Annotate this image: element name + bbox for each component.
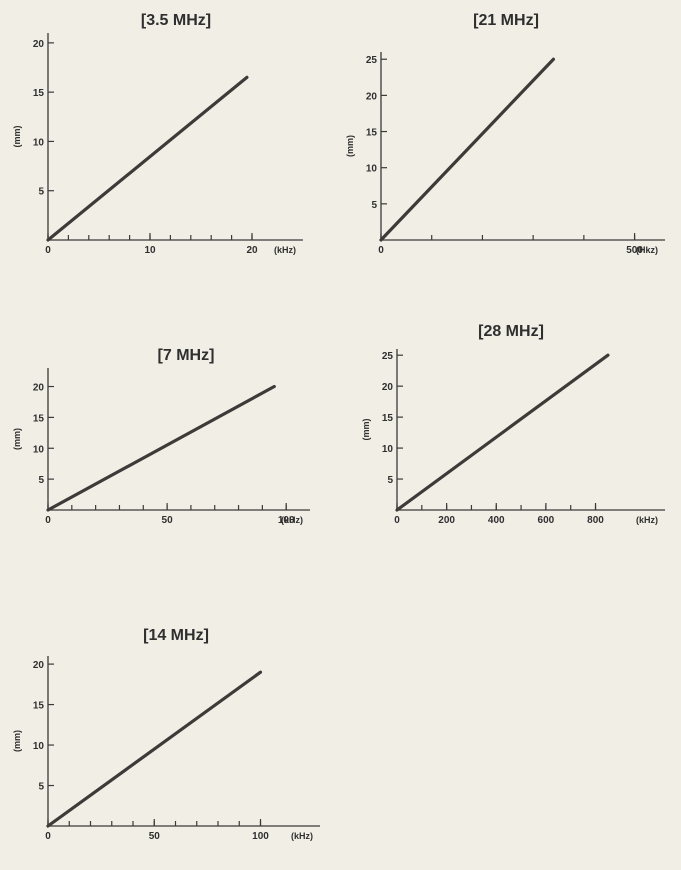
- x-axis-label: (kHz): [636, 515, 658, 525]
- y-tick-label: 5: [38, 187, 44, 198]
- x-tick-label: 50: [149, 831, 161, 842]
- x-tick-label: 50: [162, 515, 174, 526]
- y-tick-label: 10: [366, 164, 378, 175]
- y-axis-label: (mm): [12, 125, 22, 147]
- y-axis-label: (mm): [12, 730, 22, 752]
- x-tick-label: 600: [538, 515, 555, 526]
- chart-1: [3.5 MHz] 0 10 20 (kHz) 5 10 15 20 (mm): [12, 12, 303, 256]
- x-tick-label: 0: [394, 515, 400, 526]
- y-axis-label: (mm): [361, 418, 371, 440]
- y-tick-label: 10: [33, 444, 45, 455]
- y-tick-label: 20: [382, 382, 394, 393]
- x-tick-label: 400: [488, 515, 505, 526]
- y-axis-label: (mm): [12, 428, 22, 450]
- y-tick-label: 20: [33, 660, 45, 671]
- y-tick-label: 15: [33, 88, 45, 99]
- series-line: [46, 75, 249, 242]
- x-tick-label: 200: [438, 515, 455, 526]
- series-line: [395, 353, 610, 512]
- chart-title: [28 MHz]: [478, 323, 544, 340]
- y-axis-label: (mm): [345, 135, 355, 157]
- x-tick-label: 0: [45, 831, 51, 842]
- series-line: [379, 57, 556, 242]
- y-tick-label: 5: [371, 200, 377, 211]
- x-tick-label: 100: [278, 515, 295, 526]
- x-tick-label: 10: [144, 245, 156, 256]
- x-tick-label: 20: [246, 245, 258, 256]
- x-tick-label: 800: [587, 515, 604, 526]
- y-tick-label: 15: [382, 413, 394, 424]
- chart-4: [28 MHz] 0 200 400 600 800 (kHz) 5 10 15 20 25 (mm): [361, 323, 665, 526]
- x-axis-label: (kHz): [281, 515, 303, 525]
- series-line: [46, 384, 276, 512]
- x-axis-label: (kHz): [291, 831, 313, 841]
- chart-title: [21 MHz]: [473, 12, 539, 29]
- chart-title: [14 MHz]: [143, 627, 209, 644]
- chart-title: [3.5 MHz]: [141, 12, 211, 29]
- x-tick-label: 0: [45, 245, 51, 256]
- y-tick-label: 25: [382, 351, 394, 362]
- y-tick-label: 5: [387, 475, 393, 486]
- chart-title: [7 MHz]: [158, 347, 215, 364]
- y-tick-label: 20: [33, 383, 45, 394]
- x-axis-label: (Hkz): [636, 245, 658, 255]
- chart-2: [21 MHz] 0 500(Hkz) 5 10 15 20 25 (mm): [345, 12, 665, 256]
- y-tick-label: 5: [38, 475, 44, 486]
- x-tick-label: 0: [45, 515, 51, 526]
- y-tick-label: 25: [366, 55, 378, 66]
- y-tick-label: 15: [366, 128, 378, 139]
- x-axis-label: (kHz): [274, 245, 296, 255]
- y-tick-label: 20: [33, 39, 45, 50]
- y-tick-label: 10: [382, 444, 394, 455]
- y-tick-label: 10: [33, 741, 45, 752]
- y-tick-label: 15: [33, 413, 45, 424]
- x-tick-label: 0: [378, 245, 384, 256]
- chart-3: [7 MHz] 0 50 100(kHz) 5 10 15 20 (mm): [12, 347, 310, 526]
- chart-5: [14 MHz] 0 50 100 (kHz) 5 10 15 20 (mm): [12, 627, 320, 842]
- y-tick-label: 15: [33, 701, 45, 712]
- y-tick-label: 5: [38, 782, 44, 793]
- y-tick-label: 10: [33, 137, 45, 148]
- series-line: [46, 670, 263, 828]
- x-tick-label: 500: [626, 245, 643, 256]
- x-tick-label: 100: [252, 831, 269, 842]
- y-tick-label: 20: [366, 91, 378, 102]
